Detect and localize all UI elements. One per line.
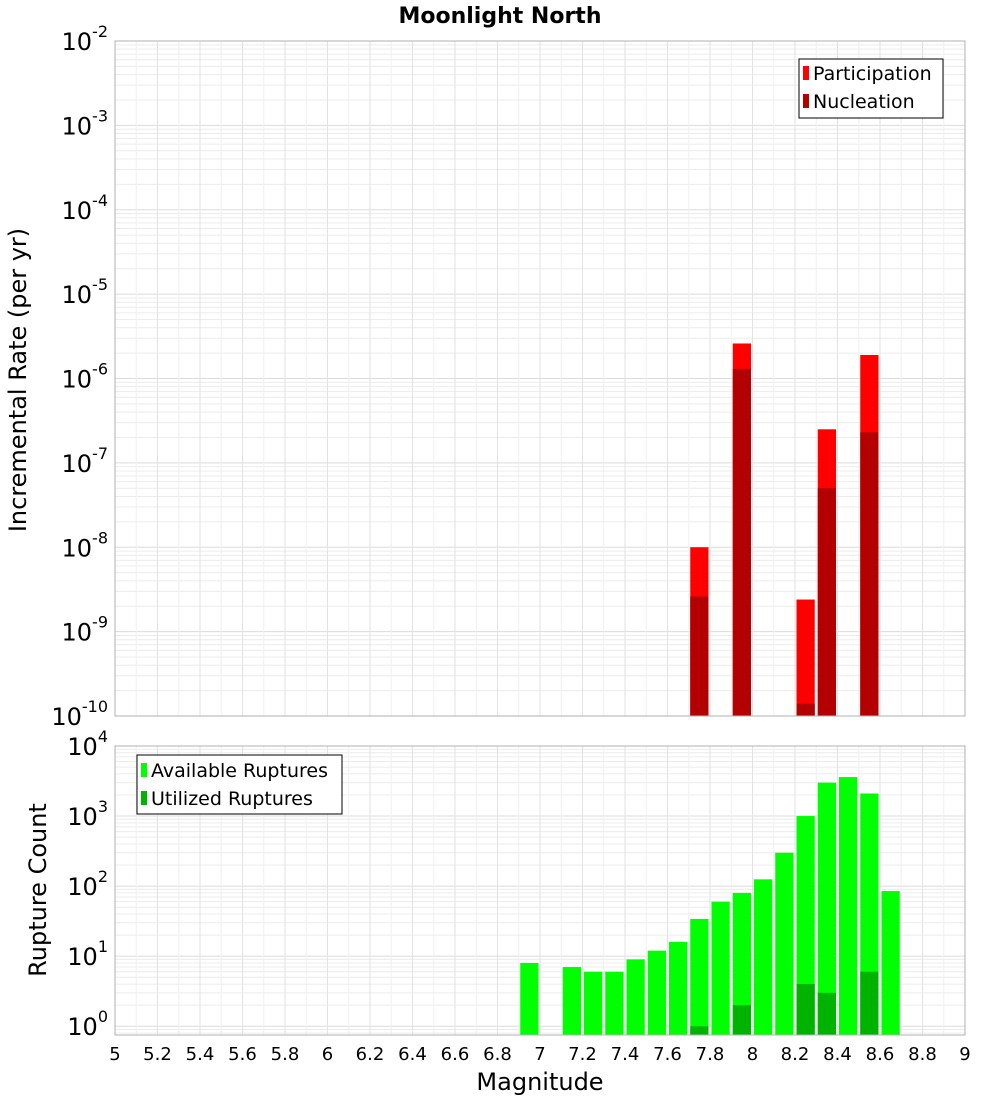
legend-label-utilized: Utilized Ruptures bbox=[151, 788, 313, 810]
top-y-tick-label: 10-10 bbox=[51, 697, 108, 731]
bottom-bar-utilized-ruptures bbox=[732, 1005, 751, 1035]
chart-title: Moonlight North bbox=[398, 4, 601, 29]
x-tick-label: 8.6 bbox=[866, 1044, 895, 1065]
top-bar-nucleation bbox=[860, 432, 879, 716]
top-y-tick-label: 10-8 bbox=[62, 528, 109, 562]
top-y-tick-label: 10-4 bbox=[62, 191, 109, 225]
bottom-bar-available-ruptures bbox=[796, 816, 815, 1035]
x-tick-label: 5.4 bbox=[186, 1044, 215, 1065]
bottom-bar-available-ruptures bbox=[839, 777, 858, 1035]
top-bars bbox=[690, 343, 879, 716]
bottom-y-tick-label: 104 bbox=[67, 727, 108, 761]
legend-swatch-utilized bbox=[141, 791, 147, 805]
top-bar-nucleation bbox=[817, 488, 836, 716]
bottom-bar-utilized-ruptures bbox=[817, 992, 836, 1035]
top-plot-frame bbox=[114, 40, 966, 717]
bottom-legend-box bbox=[136, 754, 343, 815]
top-y-tick-label: 10-2 bbox=[62, 22, 109, 56]
bottom-bar-available-ruptures bbox=[732, 892, 751, 1035]
bottom-bar-utilized-ruptures bbox=[796, 984, 815, 1035]
x-tick-label: 6.6 bbox=[441, 1044, 470, 1065]
top-bar-nucleation bbox=[732, 368, 751, 716]
legend-label-nucleation: Nucleation bbox=[813, 91, 915, 113]
bottom-bar-available-ruptures bbox=[520, 962, 539, 1035]
bottom-legend: Available Ruptures Utilized Ruptures bbox=[136, 754, 343, 815]
x-tick-label: 6.2 bbox=[356, 1044, 385, 1065]
bottom-bar-available-ruptures bbox=[584, 971, 603, 1035]
bottom-bar-available-ruptures bbox=[562, 967, 581, 1035]
top-bar-participation bbox=[796, 599, 815, 716]
bottom-bar-available-ruptures bbox=[817, 782, 836, 1035]
legend-swatch-participation bbox=[803, 66, 809, 80]
x-tick-label: 6 bbox=[322, 1044, 333, 1065]
legend-swatch-nucleation bbox=[803, 94, 809, 108]
bottom-bar-available-ruptures bbox=[754, 879, 773, 1035]
top-bar-nucleation bbox=[690, 596, 709, 716]
bottom-plot-frame bbox=[114, 745, 966, 1036]
x-tick-label: 7.2 bbox=[568, 1044, 597, 1065]
bottom-y-tick-label: 102 bbox=[67, 867, 108, 901]
bottom-y-tick-labels: 100 101 102 103 104 bbox=[67, 727, 108, 1041]
x-tick-label: 6.8 bbox=[483, 1044, 512, 1065]
top-y-tick-label: 10-9 bbox=[62, 613, 109, 647]
x-tick-label: 8.2 bbox=[781, 1044, 810, 1065]
x-tick-label: 5.8 bbox=[271, 1044, 300, 1065]
x-tick-label: 5 bbox=[109, 1044, 120, 1065]
top-y-tick-label: 10-3 bbox=[62, 106, 109, 140]
bottom-plot: 100 101 102 103 104 5 5.2 5.4 5.6 5.8 6 6.2 6.4 6.6 6… bbox=[24, 727, 971, 1096]
legend-swatch-available bbox=[141, 763, 147, 777]
bottom-bar-available-ruptures bbox=[605, 971, 624, 1035]
x-tick-label: 9 bbox=[959, 1044, 970, 1065]
bottom-bar-available-ruptures bbox=[647, 950, 666, 1035]
bottom-bar-utilized-ruptures bbox=[860, 971, 879, 1035]
top-plot: 10-10 10-9 10-8 10-7 10-6 10-5 10-4 10-3 10-2 In… bbox=[4, 22, 966, 731]
bottom-bar-available-ruptures bbox=[626, 959, 645, 1035]
bottom-bar-available-ruptures bbox=[775, 852, 794, 1035]
top-bar-nucleation bbox=[796, 703, 815, 716]
x-tick-label: 7 bbox=[534, 1044, 545, 1065]
x-tick-labels: 5 5.2 5.4 5.6 5.8 6 6.2 6.4 6.6 6.8 7 7.2 7.4 7.6 7.8 8… bbox=[109, 1044, 970, 1065]
top-y-tick-label: 10-5 bbox=[62, 275, 109, 309]
x-tick-label: 8 bbox=[747, 1044, 758, 1065]
top-legend-box bbox=[798, 58, 944, 119]
bottom-y-tick-label: 101 bbox=[67, 937, 108, 971]
bottom-bar-available-ruptures bbox=[669, 941, 688, 1035]
top-y-axis-title: Incremental Rate (per yr) bbox=[4, 228, 32, 532]
x-tick-label: 8.8 bbox=[908, 1044, 937, 1065]
x-tick-label: 8.4 bbox=[823, 1044, 852, 1065]
top-y-tick-label: 10-6 bbox=[62, 360, 109, 394]
bottom-y-axis-title: Rupture Count bbox=[24, 803, 52, 977]
legend-label-participation: Participation bbox=[813, 63, 932, 85]
x-tick-label: 7.4 bbox=[611, 1044, 640, 1065]
x-tick-label: 7.6 bbox=[653, 1044, 682, 1065]
bottom-y-tick-label: 103 bbox=[67, 797, 108, 831]
bottom-y-tick-label: 100 bbox=[67, 1007, 108, 1041]
top-y-tick-label: 10-7 bbox=[62, 444, 109, 478]
bottom-bar-available-ruptures bbox=[711, 901, 730, 1035]
top-y-tick-labels: 10-10 10-9 10-8 10-7 10-6 10-5 10-4 10-3 10-2 bbox=[51, 22, 108, 731]
top-legend: Participation Nucleation bbox=[798, 58, 944, 119]
bottom-bars bbox=[520, 777, 900, 1035]
bottom-bar-available-ruptures bbox=[881, 891, 900, 1035]
x-axis-title: Magnitude bbox=[476, 1068, 603, 1096]
x-tick-label: 6.4 bbox=[398, 1044, 427, 1065]
bottom-bar-available-ruptures bbox=[690, 918, 709, 1035]
top-gridlines bbox=[114, 40, 966, 717]
x-tick-label: 5.6 bbox=[228, 1044, 257, 1065]
bottom-bar-utilized-ruptures bbox=[690, 1026, 709, 1035]
x-tick-label: 7.8 bbox=[696, 1044, 725, 1065]
x-tick-label: 5.2 bbox=[143, 1044, 172, 1065]
legend-label-available: Available Ruptures bbox=[151, 760, 328, 782]
